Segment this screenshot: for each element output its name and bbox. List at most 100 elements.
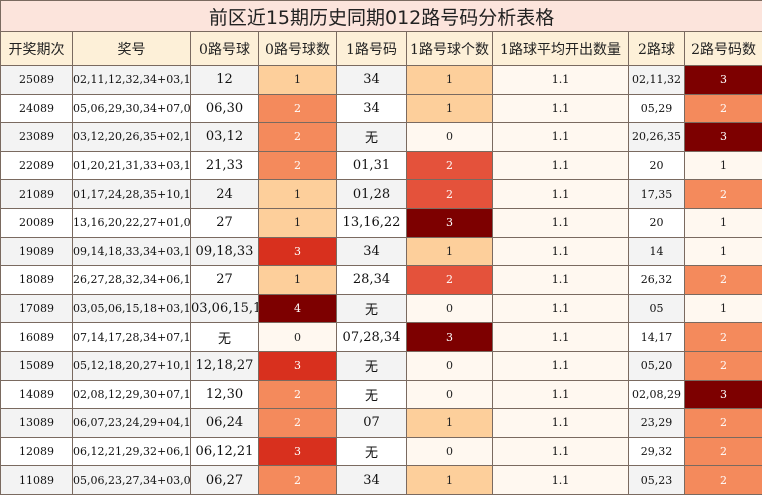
header-route0-balls: 0路号球 [190, 31, 259, 66]
cell-route2-balls: 05,29 [628, 93, 685, 124]
cell-route1-balls: 13,16,22 [336, 207, 407, 238]
cell-route0-count: 1 [258, 265, 337, 295]
cell-route2-balls: 20 [628, 207, 685, 238]
cell-route1-balls: 34 [336, 65, 407, 95]
cell-draw: 02,11,12,32,34+03,10 [72, 65, 191, 95]
cell-route1-average: 1.1 [492, 122, 629, 152]
cell-draw: 01,20,21,31,33+03,11 [72, 150, 191, 181]
cell-draw: 07,14,17,28,34+07,10 [72, 322, 191, 352]
cell-draw: 03,12,20,26,35+02,12 [72, 122, 191, 152]
cell-draw: 05,06,29,30,34+07,08 [72, 93, 191, 124]
cell-period: 15089 [0, 350, 73, 381]
cell-route1-average: 1.1 [492, 408, 629, 438]
cell-period: 11089 [0, 465, 73, 495]
cell-route1-count: 0 [406, 122, 493, 152]
cell-route1-balls: 无 [336, 350, 407, 381]
cell-route1-average: 1.1 [492, 179, 629, 209]
cell-route0-balls: 06,30 [190, 93, 259, 124]
cell-route0-count: 1 [258, 65, 337, 95]
cell-route1-average: 1.1 [492, 207, 629, 238]
cell-route1-average: 1.1 [492, 350, 629, 381]
cell-draw: 13,16,20,22,27+01,02 [72, 207, 191, 238]
cell-draw: 06,07,23,24,29+04,11 [72, 408, 191, 438]
cell-route2-count: 2 [683, 322, 762, 352]
cell-route1-average: 1.1 [492, 150, 629, 181]
table-title: 前区近15期历史同期012路号码分析表格 [0, 0, 762, 32]
table-row: 20089 13,16,20,22,27+01,02 27 1 13,16,22 3 1.1… [0, 207, 762, 238]
table-row: 23089 03,12,20,26,35+02,12 03,12 2 无 0 1.1 20,2… [0, 122, 762, 152]
cell-route0-balls: 06,12,21 [190, 436, 259, 467]
cell-route1-balls: 28,34 [336, 265, 407, 295]
table-row: 18089 26,27,28,32,34+06,10 27 1 28,34 2 1.1 26,… [0, 265, 762, 295]
cell-route1-balls: 34 [336, 465, 407, 495]
cell-draw: 06,12,21,29,32+06,11 [72, 436, 191, 467]
cell-route0-count: 3 [258, 436, 337, 467]
cell-route1-balls: 无 [336, 379, 407, 410]
header-draw: 奖号 [72, 31, 191, 66]
cell-route0-count: 1 [258, 179, 337, 209]
cell-draw: 05,06,23,27,34+03,04 [72, 465, 191, 495]
header-route2-balls: 2路球 [628, 31, 685, 66]
cell-period: 14089 [0, 379, 73, 410]
table-row: 15089 05,12,18,20,27+10,12 12,18,27 3 无 0 1.1 0… [0, 350, 762, 381]
cell-period: 16089 [0, 322, 73, 352]
table-row: 21089 01,17,24,28,35+10,12 24 1 01,28 2 1.1 17,… [0, 179, 762, 209]
cell-route2-balls: 14,17 [628, 322, 685, 352]
cell-route1-count: 2 [406, 179, 493, 209]
cell-route1-count: 1 [406, 236, 493, 267]
cell-route1-count: 2 [406, 150, 493, 181]
cell-period: 12089 [0, 436, 73, 467]
cell-route2-count: 2 [683, 179, 762, 209]
cell-route0-balls: 03,06,15,18 [190, 293, 259, 324]
cell-route1-average: 1.1 [492, 465, 629, 495]
cell-route1-count: 0 [406, 350, 493, 381]
table-row: 12089 06,12,21,29,32+06,11 06,12,21 3 无 0 1.1 2… [0, 436, 762, 467]
cell-route1-average: 1.1 [492, 379, 629, 410]
cell-route2-balls: 20,26,35 [628, 122, 685, 152]
cell-route2-balls: 29,32 [628, 436, 685, 467]
cell-route1-average: 1.1 [492, 293, 629, 324]
table-row: 19089 09,14,18,33,34+03,12 09,18,33 3 34 1 1.1… [0, 236, 762, 267]
cell-route2-count: 3 [683, 65, 762, 95]
cell-route2-balls: 05,23 [628, 465, 685, 495]
cell-route1-average: 1.1 [492, 265, 629, 295]
cell-route2-count: 2 [683, 465, 762, 495]
header-route1-balls: 1路号码 [336, 31, 407, 66]
cell-route1-balls: 无 [336, 436, 407, 467]
cell-route2-count: 2 [683, 408, 762, 438]
cell-draw: 09,14,18,33,34+03,12 [72, 236, 191, 267]
cell-route0-balls: 27 [190, 265, 259, 295]
cell-route2-count: 2 [683, 436, 762, 467]
table-row: 16089 07,14,17,28,34+07,10 无 0 07,28,34 3 1.1 1… [0, 322, 762, 352]
table-row: 24089 05,06,29,30,34+07,08 06,30 2 34 1 1.1 05,… [0, 93, 762, 124]
cell-period: 23089 [0, 122, 73, 152]
cell-route2-count: 1 [683, 293, 762, 324]
cell-period: 22089 [0, 150, 73, 181]
cell-route2-count: 2 [683, 93, 762, 124]
cell-route0-count: 3 [258, 236, 337, 267]
cell-route1-count: 1 [406, 408, 493, 438]
cell-route0-balls: 06,27 [190, 465, 259, 495]
cell-draw: 02,08,12,29,30+07,12 [72, 379, 191, 410]
header-route1-average: 1路球平均开出数量 [492, 31, 629, 66]
cell-route2-balls: 05,20 [628, 350, 685, 381]
cell-route1-balls: 01,31 [336, 150, 407, 181]
cell-route2-count: 1 [683, 150, 762, 181]
cell-route0-count: 2 [258, 122, 337, 152]
cell-route0-balls: 无 [190, 322, 259, 352]
cell-route0-balls: 24 [190, 179, 259, 209]
cell-route2-count: 1 [683, 207, 762, 238]
cell-route1-balls: 无 [336, 293, 407, 324]
cell-period: 18089 [0, 265, 73, 295]
header-route1-count: 1路号球个数 [406, 31, 493, 66]
cell-route1-balls: 07,28,34 [336, 322, 407, 352]
cell-draw: 05,12,18,20,27+10,12 [72, 350, 191, 381]
cell-route1-average: 1.1 [492, 236, 629, 267]
cell-route1-count: 0 [406, 436, 493, 467]
cell-route0-count: 2 [258, 150, 337, 181]
cell-route2-balls: 02,11,32 [628, 65, 685, 95]
cell-route1-count: 1 [406, 65, 493, 95]
cell-route1-balls: 07 [336, 408, 407, 438]
